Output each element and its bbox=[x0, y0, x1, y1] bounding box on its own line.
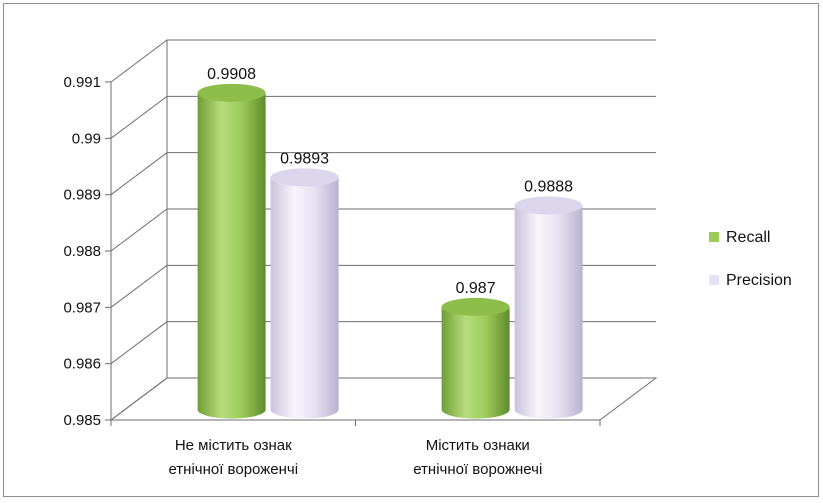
data-label: 0.9893 bbox=[280, 150, 329, 167]
chart: 0.985 0.986 0.987 0.988 0.989 0.99 0.991 Не мі… bbox=[63, 39, 792, 478]
bar-top bbox=[197, 83, 266, 102]
y-tick-label: 0.991 bbox=[63, 74, 101, 91]
chart-walls bbox=[109, 39, 658, 421]
gridline bbox=[110, 208, 656, 252]
x-category-label: етнічної ворожнечі bbox=[413, 461, 542, 478]
bar-body bbox=[514, 205, 583, 419]
legend-swatch-precision bbox=[709, 275, 719, 285]
y-tick-label: 0.985 bbox=[63, 412, 101, 429]
bar-top bbox=[441, 297, 510, 316]
y-tick-label: 0.989 bbox=[63, 187, 101, 204]
legend-swatch-recall bbox=[709, 232, 719, 242]
bars bbox=[197, 83, 583, 419]
y-tick-label: 0.986 bbox=[63, 356, 101, 373]
x-category-label: етнічної вороженчі bbox=[168, 461, 298, 478]
y-tick-label: 0.988 bbox=[63, 243, 101, 260]
data-label: 0.9908 bbox=[207, 66, 256, 83]
y-tick-label: 0.99 bbox=[72, 130, 101, 147]
bar-recall bbox=[197, 83, 266, 419]
x-category-label: Не містить ознак bbox=[175, 437, 292, 454]
y-axis: 0.985 0.986 0.987 0.988 0.989 0.99 0.991 bbox=[63, 74, 112, 429]
data-label: 0.987 bbox=[456, 280, 496, 297]
bar-top bbox=[514, 196, 583, 215]
bar-precision bbox=[514, 196, 583, 419]
x-axis: Не містить ознак етнічної вороженчі Містит… bbox=[110, 419, 601, 478]
bar-body bbox=[270, 177, 339, 419]
x-category-label: Містить ознаки bbox=[426, 437, 530, 454]
gridline bbox=[110, 152, 656, 196]
chart-frame: 0.985 0.986 0.987 0.988 0.989 0.99 0.991 Не мі… bbox=[3, 3, 819, 497]
bar-recall bbox=[441, 297, 510, 419]
data-label: 0.9888 bbox=[524, 179, 573, 196]
bar-precision bbox=[270, 168, 339, 419]
bar-body bbox=[441, 306, 510, 419]
bar-body bbox=[197, 92, 266, 419]
y-tick-label: 0.987 bbox=[63, 299, 101, 316]
gridline bbox=[110, 95, 656, 139]
bar-top bbox=[270, 168, 339, 187]
legend-label-precision: Precision bbox=[726, 272, 792, 289]
gridline bbox=[110, 264, 656, 308]
gridline bbox=[110, 39, 656, 83]
data-labels: 0.9908 0.9893 0.987 0.9888 bbox=[207, 66, 573, 297]
legend-label-recall: Recall bbox=[726, 229, 770, 246]
legend: Recall Precision bbox=[709, 229, 792, 289]
